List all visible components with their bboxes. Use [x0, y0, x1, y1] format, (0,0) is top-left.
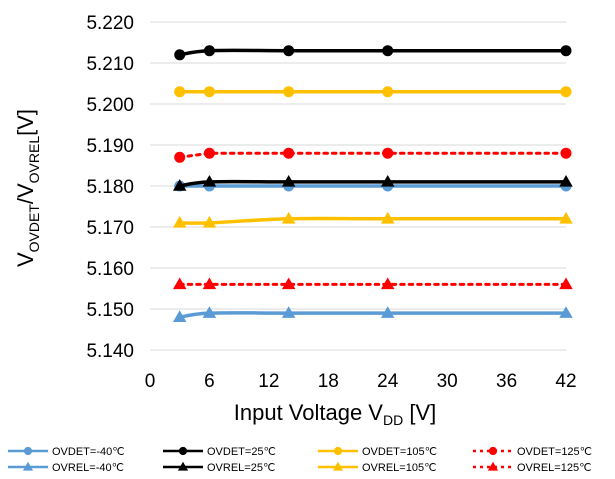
data-point-triangle	[172, 277, 187, 290]
legend-marker	[177, 461, 189, 471]
data-point-circle	[283, 147, 295, 159]
legend-item: OVREL=25℃	[163, 461, 275, 474]
data-point-triangle	[559, 211, 573, 224]
legend-label: OVDET=-40℃	[52, 446, 125, 458]
y-axis-title: VOVDET/VOVREL[V]	[13, 109, 42, 267]
x-tick-label: 6	[204, 371, 215, 392]
legend-item: OVDET=125℃	[473, 446, 592, 458]
series-4	[174, 147, 572, 163]
legend-marker	[332, 461, 344, 471]
legend-marker	[488, 446, 498, 456]
data-point-circle	[174, 49, 186, 61]
x-tick-label: 0	[145, 371, 156, 392]
series-2	[174, 45, 572, 61]
data-point-triangle	[380, 306, 395, 318]
legend-item: OVDET=25℃	[163, 446, 276, 458]
data-point-circle	[560, 86, 572, 98]
data-point-circle	[203, 45, 215, 57]
data-point-circle	[382, 86, 394, 98]
series-3	[174, 86, 572, 98]
data-point-triangle	[202, 277, 217, 290]
legend-item: OVDET=105℃	[318, 446, 437, 458]
data-point-triangle	[202, 306, 217, 318]
x-axis-title: Input Voltage VDD [V]	[234, 400, 436, 428]
y-tick-labels: 5.140 5.150 5.160 5.170 5.180 5.190 5.200 5.210…	[86, 13, 134, 362]
x-tick-label: 24	[377, 371, 399, 392]
y-tick-label: 5.150	[86, 300, 134, 321]
legend-label: OVDET=105℃	[362, 446, 437, 458]
data-point-circle	[382, 45, 394, 57]
data-point-circle	[283, 45, 295, 57]
x-tick-label: 30	[437, 371, 458, 392]
data-point-triangle	[380, 277, 395, 290]
legend-label: OVDET=125℃	[517, 446, 592, 458]
legend-label: OVREL=105℃	[362, 462, 436, 474]
data-point-triangle	[281, 306, 296, 318]
x-tick-label: 36	[496, 371, 517, 392]
legend-marker	[22, 461, 34, 471]
y-tick-label: 5.140	[86, 341, 134, 362]
series-7	[172, 211, 573, 228]
data-point-triangle	[559, 306, 573, 318]
data-point-circle	[203, 147, 215, 159]
series-6	[172, 175, 573, 191]
series-8	[172, 277, 573, 290]
legend-item: OVREL=105℃	[318, 461, 436, 474]
series-line	[177, 216, 568, 225]
y-tick-label: 5.220	[86, 13, 134, 34]
data-point-triangle	[202, 175, 217, 187]
y-tick-label: 5.210	[86, 54, 134, 75]
data-point-triangle	[281, 277, 296, 290]
legend-marker	[178, 446, 188, 456]
data-point-triangle	[559, 175, 573, 187]
legend-marker	[487, 461, 499, 471]
y-tick-label: 5.200	[86, 95, 134, 116]
series-group	[172, 45, 573, 322]
y-tick-label: 5.180	[86, 177, 134, 198]
series-line	[177, 311, 568, 319]
y-tick-label: 5.190	[86, 136, 134, 157]
data-point-triangle	[172, 310, 187, 322]
x-tick-label: 42	[555, 371, 576, 392]
x-tick-label: 18	[318, 371, 339, 392]
series-line	[178, 151, 568, 159]
data-point-circle	[560, 147, 572, 159]
legend-marker	[23, 446, 33, 456]
data-point-triangle	[380, 211, 395, 224]
series-line	[177, 179, 568, 188]
data-point-circle	[174, 151, 186, 163]
data-point-triangle	[281, 175, 296, 187]
data-point-triangle	[380, 175, 395, 187]
series-line	[177, 48, 568, 57]
x-tick-labels: 0 6 12 18 24 30 36 42	[145, 371, 577, 392]
data-point-circle	[382, 147, 394, 159]
legend-marker	[333, 446, 343, 456]
legend-label: OVDET=25℃	[207, 446, 276, 458]
legend-label: OVREL=125℃	[517, 462, 591, 474]
legend-label: OVREL=-40℃	[52, 462, 124, 474]
data-point-triangle	[172, 216, 187, 228]
y-tick-label: 5.170	[86, 218, 134, 239]
data-point-triangle	[281, 211, 296, 224]
data-point-triangle	[559, 277, 573, 290]
legend-item: OVREL=-40℃	[8, 461, 124, 474]
data-point-triangle	[172, 179, 187, 191]
legend: OVDET=-40℃ OVDET=25℃ OVDET=105℃ OVDET=125℃ O…	[8, 446, 592, 474]
x-tick-label: 12	[258, 371, 279, 392]
data-point-triangle	[202, 216, 217, 228]
y-tick-label: 5.160	[86, 259, 134, 280]
data-point-circle	[283, 86, 295, 98]
series-5	[172, 306, 573, 322]
legend-label: OVREL=25℃	[207, 462, 275, 474]
legend-item: OVREL=125℃	[473, 461, 591, 474]
data-point-circle	[560, 45, 572, 57]
data-point-circle	[174, 86, 186, 98]
legend-item: OVDET=-40℃	[8, 446, 125, 458]
data-point-circle	[203, 86, 215, 98]
